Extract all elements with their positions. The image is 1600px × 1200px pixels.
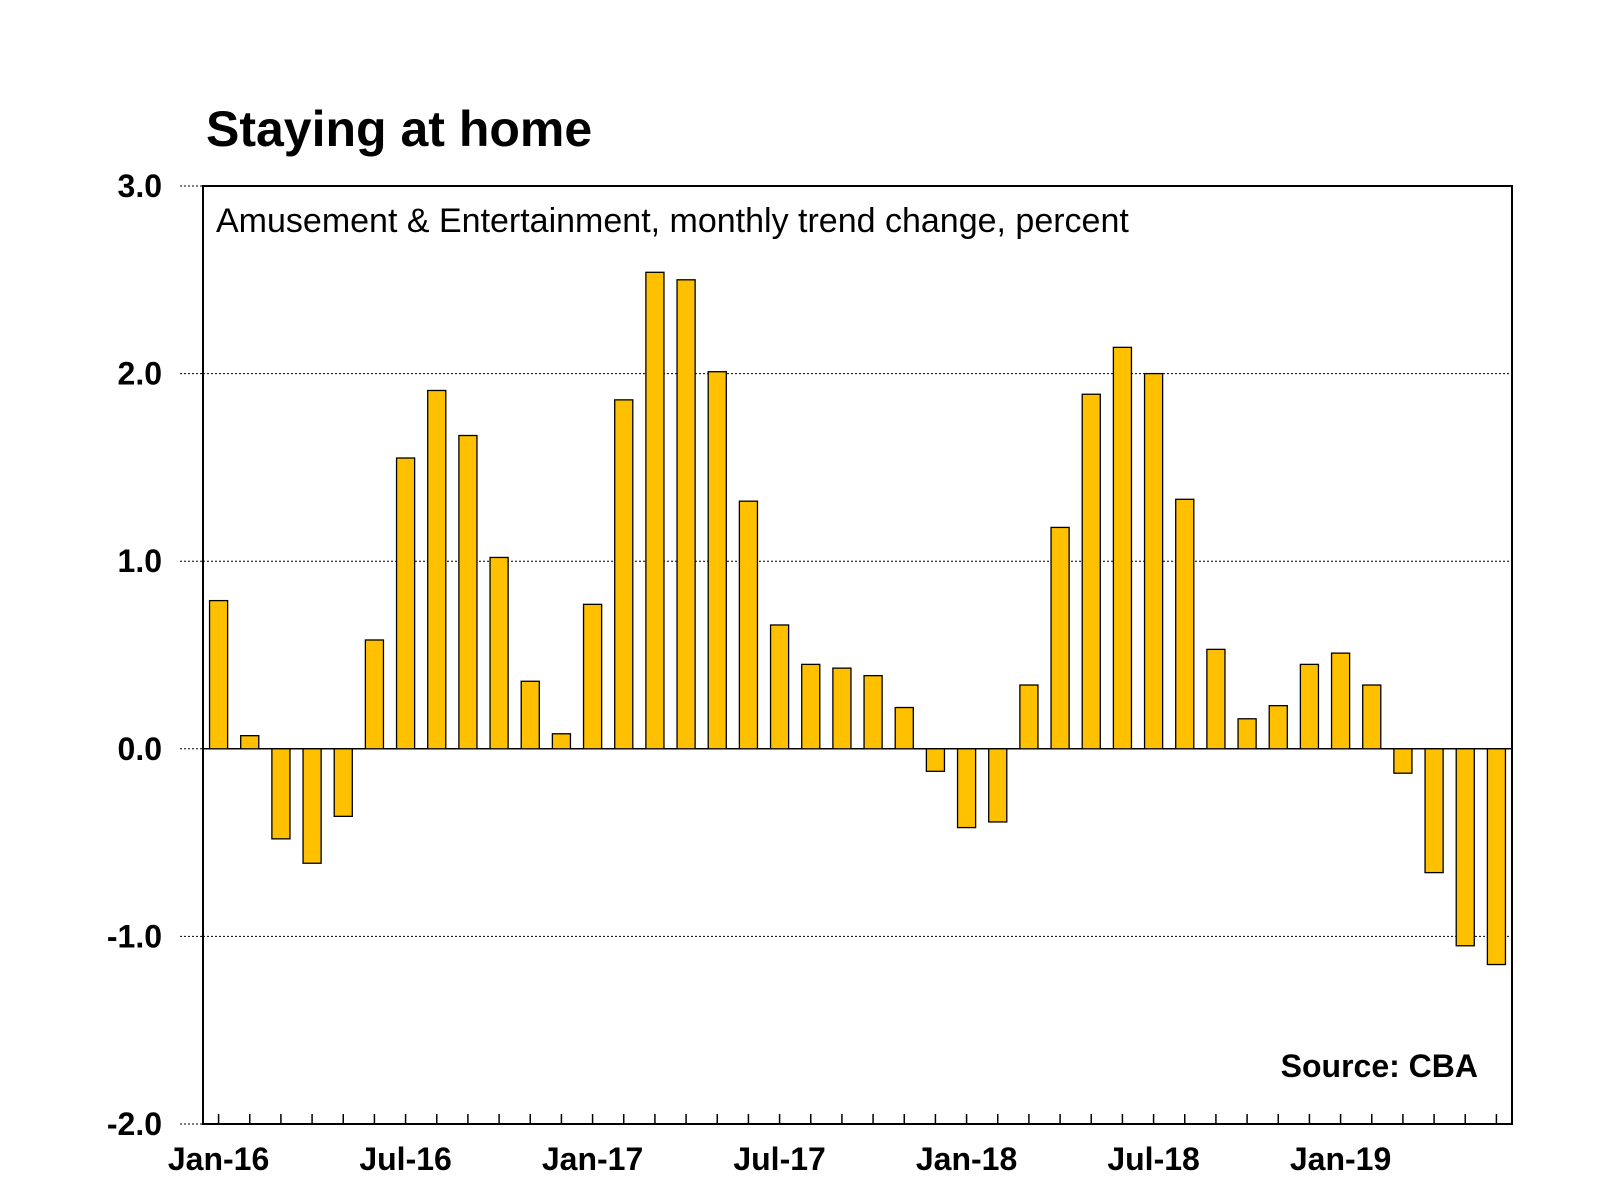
bar [1299,663,1320,750]
bar [707,371,727,750]
bar [1330,652,1351,750]
bar [1175,498,1195,750]
bar [1019,684,1039,750]
bar [582,603,603,750]
bar [395,457,416,750]
bar [1050,526,1070,750]
x-tick-label: Jul-16 [359,1141,451,1177]
x-tick-label: Jul-18 [1107,1141,1199,1177]
y-tick-label: 0.0 [118,731,162,767]
bar [364,639,385,750]
bar [271,748,291,840]
bar [1362,684,1382,750]
bar [988,748,1008,823]
bar [1268,705,1288,750]
bar [427,389,447,750]
bar [240,735,260,750]
chart-subtitle: Amusement & Entertainment, monthly trend… [216,202,1129,240]
y-tick-label: -2.0 [107,1106,162,1142]
y-tick-label: -1.0 [107,918,162,954]
bars [208,271,1507,966]
x-tick-label: Jan-16 [168,1141,269,1177]
bar [1424,748,1444,874]
bar [769,624,790,750]
bar [333,748,353,817]
bar [956,748,977,829]
x-tick-label: Jan-18 [916,1141,1017,1177]
y-axis: 3.0 2.0 1.0 0.0 -1.0 -2.0 [107,168,203,1142]
bar [489,556,509,750]
x-axis: Jan-16 Jul-16 Jan-17 Jul-17 Jan-18 Jul-18 Jan-… [168,1114,1498,1177]
bar [1206,648,1226,750]
bar [894,706,914,750]
x-tick-label: Jan-17 [542,1141,643,1177]
bar [551,733,572,750]
bar [302,748,322,864]
bar [1393,748,1413,774]
bar [1237,718,1257,750]
source-note: Source: CBA [1281,1048,1478,1084]
bar [925,748,946,772]
bar [1112,346,1133,750]
y-tick-label: 2.0 [118,356,162,392]
y-tick-label: 1.0 [118,543,162,579]
bar [738,500,759,750]
x-tick-label: Jul-17 [733,1141,825,1177]
bar [1455,748,1475,947]
bar [863,674,883,750]
y-tick-label: 3.0 [118,168,162,204]
bar [208,599,229,750]
bar [832,667,852,750]
chart-title: Staying at home [206,101,593,157]
bar [801,663,821,750]
x-tick-label: Jan-19 [1290,1141,1391,1177]
bar [676,279,696,750]
bar [614,399,634,750]
bar [1143,372,1164,750]
bar [458,434,478,750]
bar [1081,393,1101,750]
bar [520,680,540,750]
bar [1486,748,1507,966]
gridlines [203,185,1512,937]
plot-frame [202,185,1513,1125]
bar [645,271,665,750]
